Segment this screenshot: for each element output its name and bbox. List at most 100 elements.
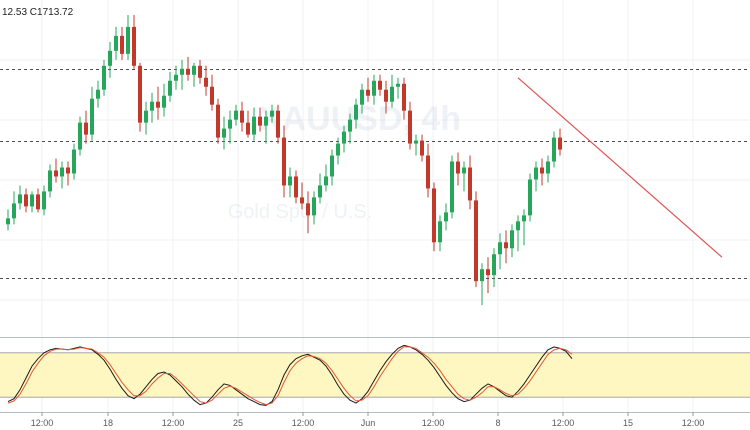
candle [174, 65, 178, 90]
candle-body [558, 137, 562, 150]
time-axis: 12:00 18 12:00 25 12:00 Jun 12:00 8 12:00 15 12:00 [0, 412, 750, 428]
candle [432, 182, 436, 252]
candle-body [360, 89, 364, 105]
candle [276, 104, 280, 144]
candle [186, 56, 190, 81]
candle [492, 248, 496, 288]
candle-body [510, 230, 514, 249]
candle [270, 104, 274, 123]
candle [474, 191, 478, 288]
candle [204, 65, 208, 96]
candle-body [120, 35, 124, 54]
candle-body [96, 89, 100, 99]
candle [438, 215, 442, 252]
candle-body [210, 86, 214, 105]
candle-body [18, 194, 22, 204]
candle [330, 149, 334, 186]
candle [72, 143, 76, 180]
candle [6, 209, 10, 231]
candle [522, 209, 526, 246]
candle-body [24, 194, 28, 207]
trendline[interactable] [517, 77, 723, 258]
watermark-description: Gold Spot / U.S. [228, 201, 373, 223]
candle-body [420, 140, 424, 156]
candle-body [234, 110, 238, 120]
candle [288, 167, 292, 198]
candle-body [90, 98, 94, 135]
candle [426, 143, 430, 198]
candle-body [384, 89, 388, 102]
candle-body [408, 110, 412, 144]
stoch-d-line [7, 346, 573, 406]
candle [282, 125, 286, 198]
candle-body [48, 170, 52, 192]
candle [390, 74, 394, 108]
candle-body [60, 167, 64, 177]
candle [312, 191, 316, 225]
x-tick-label: 12:00 [422, 418, 445, 428]
candle-body [282, 137, 286, 186]
candle [138, 62, 142, 132]
candle-body [102, 65, 106, 90]
horizontal-levels[interactable] [0, 69, 750, 279]
candle-body [222, 128, 226, 138]
candle [558, 128, 562, 156]
candle-body [366, 89, 370, 96]
candle-body [174, 74, 178, 81]
candle [258, 107, 262, 132]
candle [216, 98, 220, 144]
candle [180, 59, 184, 90]
stoch-band [0, 352, 750, 398]
candle-body [492, 254, 496, 276]
x-tick-label: 12:00 [31, 418, 54, 428]
x-tick-label: 12:00 [552, 418, 575, 428]
candle-body [108, 50, 112, 66]
candle-body [438, 221, 442, 243]
candle-body [498, 242, 502, 255]
candle [36, 188, 40, 213]
candle-body [306, 203, 310, 216]
candle [252, 107, 256, 141]
candle-body [162, 95, 166, 108]
candle-body [312, 197, 316, 216]
candle-body [450, 161, 454, 213]
candle-body [468, 167, 472, 201]
trendline-layer[interactable] [517, 77, 723, 258]
candle [114, 26, 118, 60]
candle [372, 74, 376, 105]
x-tick-label: 18 [103, 418, 113, 428]
candle-body [114, 35, 118, 51]
candle [294, 170, 298, 204]
candle [12, 191, 16, 225]
x-tick-label: Jun [361, 418, 376, 428]
candle-body [486, 269, 490, 276]
grid-layer [0, 0, 750, 412]
candle [366, 77, 370, 102]
candle-body [264, 116, 268, 126]
candle-body [432, 188, 436, 243]
candle [546, 155, 550, 183]
x-tick-label: 8 [495, 418, 500, 428]
candle [90, 86, 94, 141]
candle-body [150, 101, 154, 111]
candle-body [36, 194, 40, 210]
candle [552, 131, 556, 168]
candle [144, 101, 148, 135]
candle [264, 110, 268, 144]
candle-body [462, 167, 466, 174]
candle-body [30, 194, 34, 207]
candle-body [240, 110, 244, 123]
candle [348, 113, 352, 144]
candle [162, 83, 166, 117]
candle [126, 14, 130, 60]
candle-body [138, 65, 142, 123]
candle [66, 161, 70, 186]
candle [120, 26, 124, 60]
candle-body [186, 68, 190, 75]
candle [414, 134, 418, 156]
candle-body [294, 176, 298, 198]
candle [468, 155, 472, 210]
candle-body [72, 149, 76, 174]
